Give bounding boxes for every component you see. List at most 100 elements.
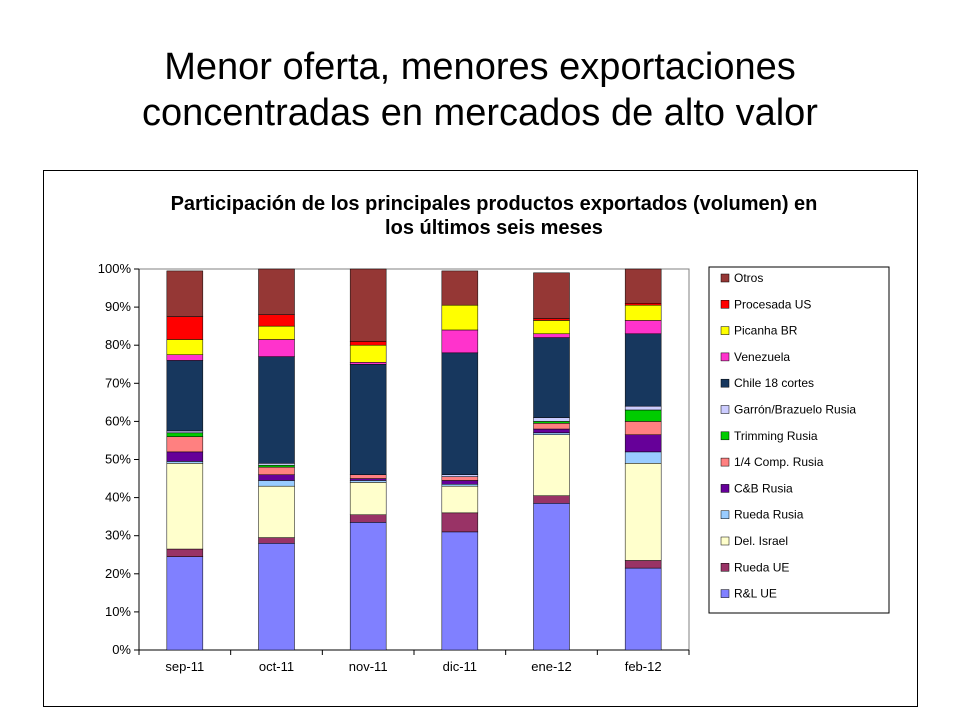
bar-segment (258, 537, 295, 544)
legend-label: Picanha BR (734, 324, 798, 338)
legend-label: Del. Israel (734, 534, 788, 548)
bar-segment (166, 316, 204, 340)
bar-segment (258, 314, 295, 327)
bar-segment (166, 436, 204, 453)
bar-segment (349, 364, 387, 475)
legend-swatch (720, 563, 730, 572)
bar-segment (166, 451, 204, 462)
bar-segment (349, 482, 387, 515)
legend-label: R&L UE (734, 587, 777, 601)
bar-segment (624, 451, 662, 464)
bar-segment (166, 339, 204, 355)
bar-segment (441, 480, 479, 485)
bar-segment (258, 268, 295, 315)
bar-segment (258, 325, 295, 340)
legend-label: Rueda Rusia (734, 508, 804, 522)
legend-swatch (720, 484, 730, 493)
bar-segment (166, 556, 204, 651)
legend-box (708, 266, 890, 614)
legend-swatch (720, 457, 730, 467)
slide-title-line1: Menor oferta, menores exportaciones (164, 46, 796, 88)
legend-label: Chile 18 cortes (734, 376, 814, 390)
bar-segment (624, 303, 662, 306)
bar-segment (349, 522, 387, 651)
bar-segment (349, 480, 387, 483)
bar-segment (533, 428, 570, 434)
legend-swatch (720, 300, 730, 309)
bar-segment (624, 567, 662, 651)
legend-label: Garrón/Brazuelo Rusia (734, 403, 856, 417)
y-tick-label: 90% (105, 299, 131, 314)
y-tick-label: 50% (105, 452, 131, 467)
bar-segment (258, 463, 295, 466)
legend-swatch (720, 352, 730, 362)
bar-segment (533, 337, 570, 418)
bar-segment (533, 495, 570, 504)
bar-segment (166, 430, 204, 434)
bar-segment (349, 268, 387, 342)
y-tick-label: 70% (105, 375, 131, 390)
bar-segment (533, 417, 570, 422)
bar-segment (624, 304, 662, 321)
legend-label: Venezuela (734, 350, 790, 364)
bar-segment (349, 341, 387, 346)
bar-segment (441, 484, 479, 487)
bar-segment (624, 463, 662, 561)
x-tick-label: oct-11 (259, 659, 294, 674)
legend-swatch (720, 326, 730, 335)
bar-segment (349, 514, 387, 523)
y-tick-label: 60% (105, 413, 131, 428)
bar-segment (349, 344, 387, 363)
bar-segment (166, 360, 204, 432)
chart-title-line1: Participación de los principales product… (170, 193, 818, 215)
bar-segment (349, 362, 387, 365)
slide-title: Menor oferta, menores exportaciones conc… (40, 44, 920, 136)
bar-segment (349, 474, 387, 479)
bar-segment (624, 409, 662, 422)
bar-segment (533, 434, 570, 496)
legend-swatch (720, 431, 730, 441)
x-tick-label: sep-11 (165, 659, 204, 674)
chart-container: Participación de los principales product… (43, 170, 918, 707)
bar-segment (258, 464, 295, 468)
y-tick-label: 100% (98, 261, 132, 276)
bar-segment (441, 270, 479, 306)
bar-segment (166, 432, 204, 437)
chart-title: Participación de los principales product… (44, 192, 944, 240)
legend-swatch (720, 378, 730, 388)
legend-label: C&B Rusia (734, 481, 793, 495)
x-tick-label: feb-12 (625, 659, 662, 674)
bar-segment (441, 485, 479, 514)
bar-segment (258, 356, 295, 464)
bar-segment (258, 474, 295, 481)
bar-segment (166, 354, 204, 361)
x-tick-label: dic-11 (443, 659, 477, 674)
legend-label: 1/4 Comp. Rusia (734, 455, 824, 469)
bar-segment (533, 320, 570, 335)
legend-swatch (720, 536, 730, 546)
bar-segment (533, 503, 570, 651)
plot-area (138, 268, 690, 651)
bar-segment (624, 421, 662, 435)
bar-segment (258, 543, 295, 651)
stacked-bar-chart: 0% 10% 20% 30% 40% 50% 60% 70% 80% 90% 100% sep-11 o… (98, 261, 890, 674)
y-tick-label: 0% (112, 642, 131, 657)
bar-segment (624, 560, 662, 569)
legend-swatch (720, 510, 730, 519)
bar-segment (441, 352, 479, 475)
bar-segment (624, 333, 662, 407)
bar-segment (258, 480, 295, 487)
legend-label: Otros (734, 271, 763, 285)
bar-segment (533, 272, 570, 319)
bar-segment (533, 318, 570, 321)
bar-segment (441, 476, 479, 481)
legend-swatch (720, 405, 730, 414)
slide-title-line2: concentradas en mercados de alto valor (142, 92, 818, 134)
legend-label: Rueda UE (734, 560, 789, 574)
bar-segment (166, 270, 204, 317)
y-tick-label: 80% (105, 337, 131, 352)
y-tick-label: 10% (105, 604, 131, 619)
bar-segment (349, 478, 387, 481)
bar-segment (533, 421, 570, 424)
legend-swatch (720, 273, 730, 283)
